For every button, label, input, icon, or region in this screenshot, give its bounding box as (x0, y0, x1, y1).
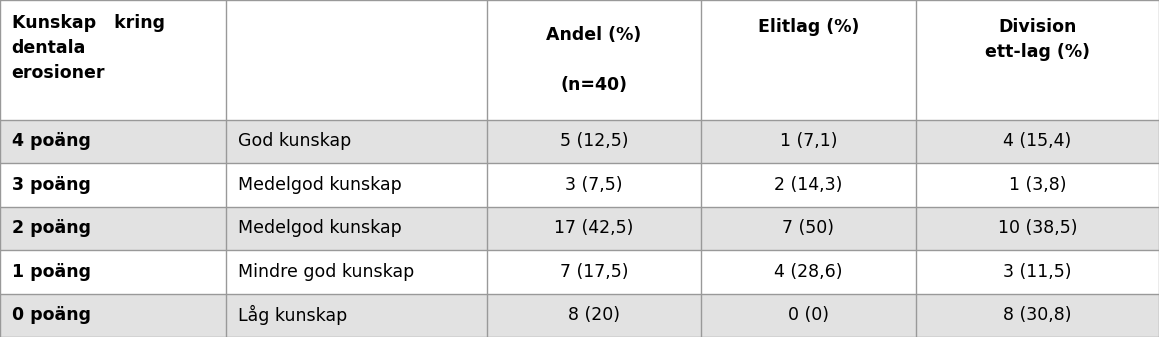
Text: 8 (20): 8 (20) (568, 306, 620, 324)
Text: 3 poäng: 3 poäng (12, 176, 90, 194)
Bar (0, 250, 1159, 294)
Bar (0, 207, 1159, 250)
Text: 4 poäng: 4 poäng (12, 132, 90, 150)
Text: 4 (28,6): 4 (28,6) (774, 263, 843, 281)
Text: Medelgod kunskap: Medelgod kunskap (238, 176, 401, 194)
Text: 8 (30,8): 8 (30,8) (1003, 306, 1072, 324)
Text: 3 (11,5): 3 (11,5) (1003, 263, 1072, 281)
Text: God kunskap: God kunskap (238, 132, 351, 150)
Text: Elitlag (%): Elitlag (%) (758, 18, 859, 36)
Text: 10 (38,5): 10 (38,5) (998, 219, 1077, 237)
Text: Andel (%)

(n=40): Andel (%) (n=40) (546, 26, 642, 94)
Text: Kunskap   kring
dentala
erosioner: Kunskap kring dentala erosioner (12, 14, 165, 82)
Text: Mindre god kunskap: Mindre god kunskap (238, 263, 414, 281)
Text: 0 (0): 0 (0) (788, 306, 829, 324)
Text: 0 poäng: 0 poäng (12, 306, 90, 324)
Text: 17 (42,5): 17 (42,5) (554, 219, 634, 237)
Text: 3 (7,5): 3 (7,5) (566, 176, 622, 194)
Bar (0, 294, 1159, 337)
Text: Division
ett-lag (%): Division ett-lag (%) (985, 18, 1089, 61)
Bar (0, 163, 1159, 207)
Text: Låg kunskap: Låg kunskap (238, 305, 347, 325)
Text: 1 (3,8): 1 (3,8) (1008, 176, 1066, 194)
Text: 7 (17,5): 7 (17,5) (560, 263, 628, 281)
Bar (0, 120, 1159, 163)
Text: Medelgod kunskap: Medelgod kunskap (238, 219, 401, 237)
Text: 1 (7,1): 1 (7,1) (780, 132, 837, 150)
Text: 1 poäng: 1 poäng (12, 263, 90, 281)
Text: 2 poäng: 2 poäng (12, 219, 90, 237)
Text: 2 (14,3): 2 (14,3) (774, 176, 843, 194)
Text: 5 (12,5): 5 (12,5) (560, 132, 628, 150)
Text: 4 (15,4): 4 (15,4) (1004, 132, 1071, 150)
Bar (0, 0, 1159, 120)
Text: 7 (50): 7 (50) (782, 219, 834, 237)
